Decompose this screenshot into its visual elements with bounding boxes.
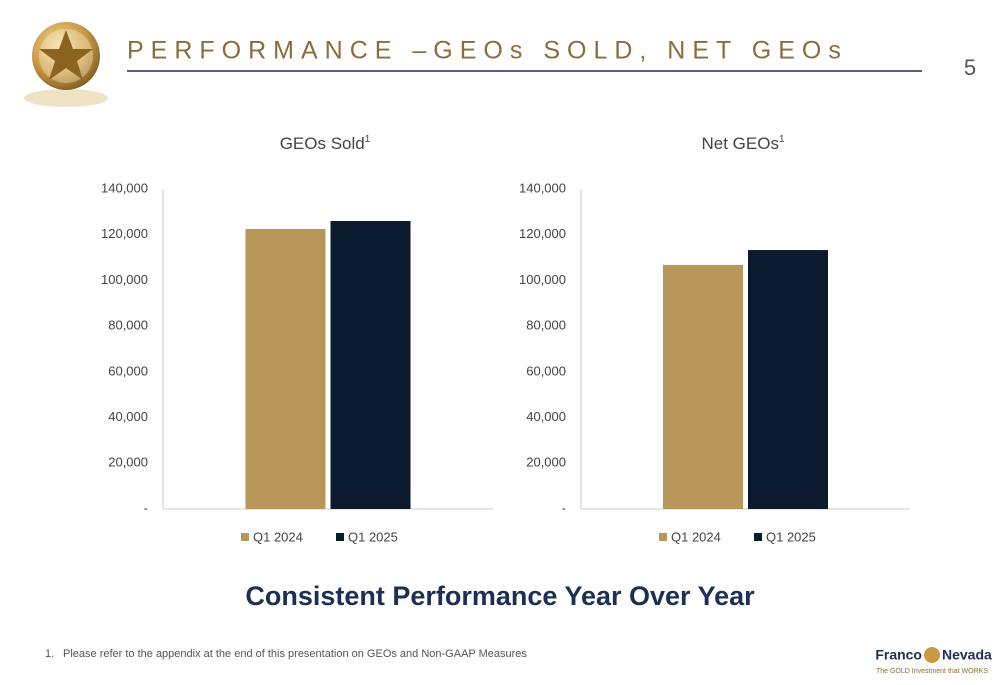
- tagline: Consistent Performance Year Over Year: [245, 581, 755, 611]
- y-tick-label: -: [144, 500, 148, 515]
- y-tick-label: 140,000: [101, 180, 148, 195]
- y-tick-label: 100,000: [101, 272, 148, 287]
- y-tick-label: 20,000: [526, 455, 566, 470]
- footnote-number: 1.: [45, 648, 54, 660]
- legend-label: Q1 2024: [253, 529, 303, 544]
- logo-slogan: The GOLD Investment that WORKS: [876, 668, 988, 675]
- y-tick-label: 140,000: [519, 180, 566, 195]
- y-tick-label: 40,000: [108, 409, 148, 424]
- y-tick-label: 80,000: [526, 318, 566, 333]
- slide-title: PERFORMANCE –GEOs SOLD, NET GEOs: [127, 37, 848, 65]
- y-tick-label: -: [562, 500, 566, 515]
- legend-swatch: [336, 533, 344, 541]
- bar: [330, 221, 411, 509]
- logo-wordmark: Franco Nevada The GOLD Investment that W…: [875, 647, 992, 675]
- y-tick-label: 20,000: [108, 455, 148, 470]
- legend-label: Q1 2025: [348, 529, 398, 544]
- bar: [245, 229, 326, 509]
- y-tick-label: 60,000: [526, 363, 566, 378]
- legend-swatch: [659, 533, 667, 541]
- chart-title-superscript: 1: [779, 134, 785, 145]
- logo-emblem: [24, 22, 108, 107]
- logo-name: Nevada: [942, 647, 992, 663]
- legend-swatch: [754, 533, 762, 541]
- bar: [748, 250, 828, 509]
- footnote-text: Please refer to the appendix at the end …: [63, 648, 527, 660]
- chart-title: Net GEOs1: [701, 134, 784, 154]
- logo-star: [924, 647, 940, 663]
- legend-label: Q1 2025: [766, 529, 816, 544]
- chart-title-superscript: 1: [365, 134, 371, 145]
- chart-title: GEOs Sold1: [280, 134, 371, 154]
- y-tick-label: 100,000: [519, 272, 566, 287]
- y-tick-label: 120,000: [519, 226, 566, 241]
- y-tick-label: 120,000: [101, 226, 148, 241]
- chart-title-text: GEOs Sold: [280, 134, 365, 153]
- bar: [663, 264, 743, 509]
- page-number: 5: [964, 55, 976, 80]
- y-tick-label: 80,000: [108, 318, 148, 333]
- legend-swatch: [241, 533, 249, 541]
- logo-name: Franco: [875, 647, 922, 663]
- y-tick-label: 40,000: [526, 409, 566, 424]
- legend-label: Q1 2024: [671, 529, 721, 544]
- y-tick-label: 60,000: [108, 363, 148, 378]
- chart-title-text: Net GEOs: [701, 134, 778, 153]
